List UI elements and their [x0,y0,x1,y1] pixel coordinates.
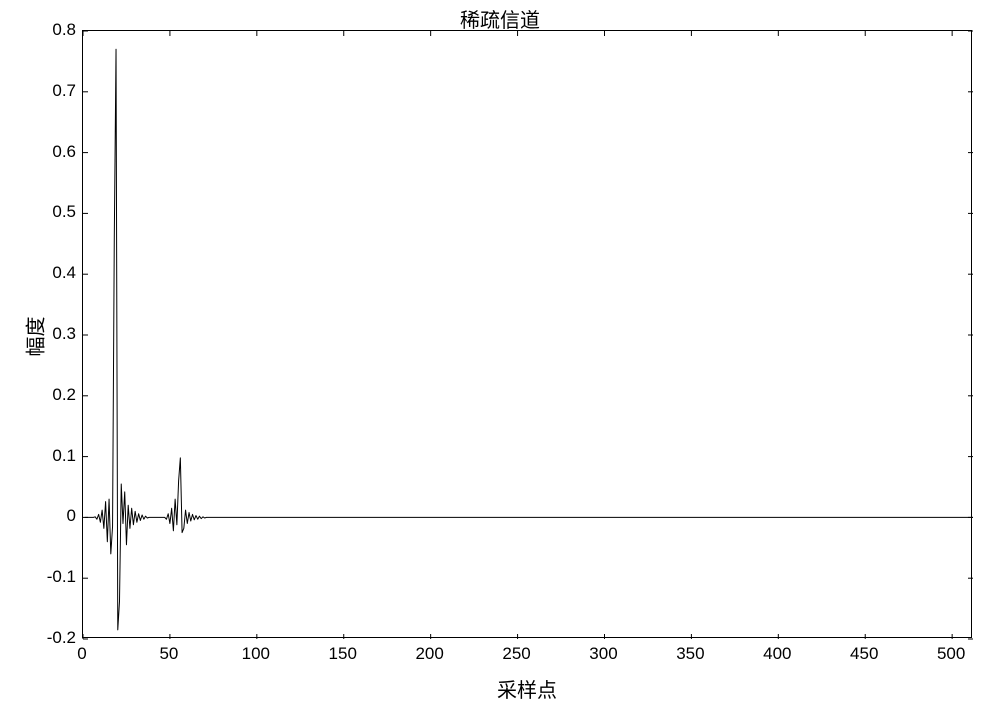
y-tick-label: 0.5 [38,202,76,222]
plot-area [82,30,972,638]
x-tick-label: 450 [850,644,878,664]
plot-svg [83,31,971,637]
figure-container: 稀疏信道 幅度 采样点 0501001502002503003504004505… [0,0,1000,709]
x-tick-label: 50 [159,644,178,664]
x-axis-label: 采样点 [82,674,972,703]
x-tick-label: 350 [676,644,704,664]
y-tick-label: -0.1 [38,567,76,587]
series-line [85,49,973,630]
y-tick-label: 0.1 [38,446,76,466]
x-tick-label: 0 [77,644,86,664]
x-tick-label: 200 [415,644,443,664]
y-tick-label: 0.6 [38,142,76,162]
y-tick-label: 0.8 [38,20,76,40]
x-tick-label: 300 [589,644,617,664]
y-tick-label: 0.7 [38,81,76,101]
x-tick-label: 100 [242,644,270,664]
y-tick-label: 0.4 [38,263,76,283]
x-tick-label: 500 [937,644,965,664]
y-tick-label: -0.2 [38,628,76,648]
y-tick-label: 0 [38,506,76,526]
y-tick-label: 0.3 [38,324,76,344]
x-tick-label: 400 [763,644,791,664]
x-tick-label: 150 [329,644,357,664]
y-tick-label: 0.2 [38,385,76,405]
chart-title: 稀疏信道 [0,4,1000,33]
x-tick-label: 250 [502,644,530,664]
